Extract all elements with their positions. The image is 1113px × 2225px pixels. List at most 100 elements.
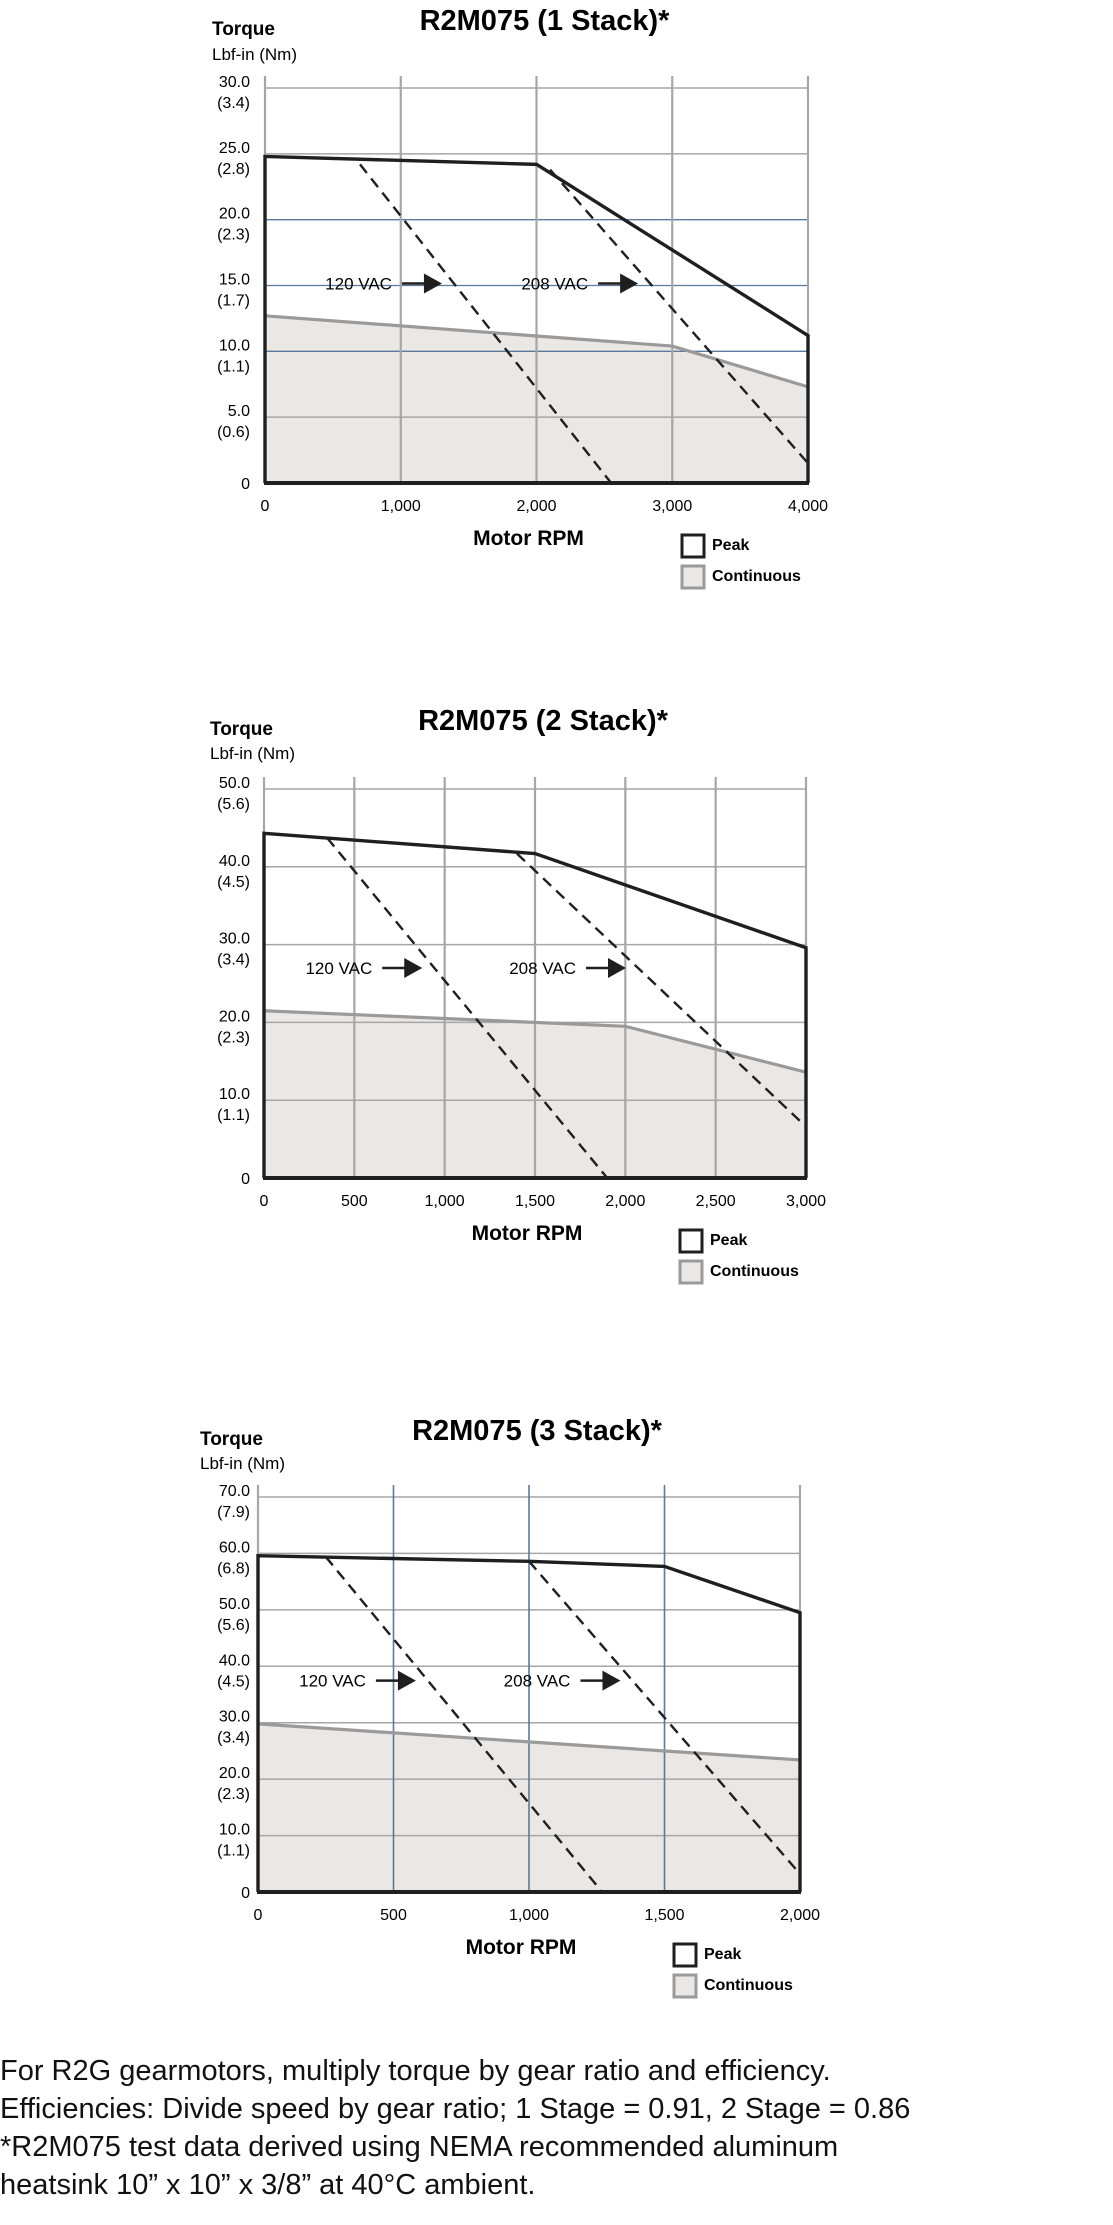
y-tick-label: 30.0	[219, 931, 250, 948]
x-tick-label: 3,000	[652, 498, 692, 515]
x-axis-label: Motor RPM	[472, 1222, 583, 1245]
x-tick-label: 2,000	[780, 1907, 820, 1924]
voltage-label: 208 VAC	[521, 275, 588, 294]
y-tick-label: 15.0	[219, 272, 250, 289]
y-tick-nm: (3.4)	[217, 1730, 250, 1747]
voltage-label: 208 VAC	[509, 959, 576, 978]
legend-swatch-continuous	[680, 564, 706, 590]
y-tick-label: 0	[241, 1171, 250, 1188]
x-tick-label: 0	[261, 498, 270, 515]
x-tick-label: 1,500	[515, 1193, 555, 1210]
series-continuous-line	[257, 1722, 801, 1762]
voltage-line-208	[516, 852, 807, 1128]
y-tick-label: 60.0	[219, 1539, 250, 1556]
y-tick-nm: (7.9)	[217, 1504, 250, 1521]
footnote-efficiencies: Efficiencies: Divide speed by gear ratio…	[0, 2093, 911, 2125]
chart-2-stack: R2M075 (2 Stack)* Torque Lbf-in (Nm) 50.0 (5…	[210, 705, 826, 1285]
footnotes: For R2G gearmotors, multiply torque by g…	[0, 2052, 1113, 2204]
legend-label-peak: Peak	[710, 1232, 747, 1249]
y-tick-label: 20.0	[219, 1765, 250, 1782]
x-tick-label: 1,000	[425, 1193, 465, 1210]
y-tick-label: 0	[241, 476, 250, 493]
y-axis-label: Torque	[200, 1429, 263, 1450]
legend-swatch-peak	[672, 1942, 698, 1968]
x-tick-label: 1,500	[644, 1907, 684, 1924]
y-tick-label: 5.0	[228, 403, 250, 420]
footnote-gear-ratio: For R2G gearmotors, multiply torque by g…	[0, 2055, 831, 2087]
series-continuous-line	[263, 1009, 807, 1074]
y-tick-nm: (5.6)	[217, 1617, 250, 1634]
y-tick-label: 70.0	[219, 1483, 250, 1500]
y-tick-label: 50.0	[219, 775, 250, 792]
y-axis-units: Lbf-in (Nm)	[212, 45, 297, 64]
voltage-label: 120 VAC	[325, 275, 392, 294]
arrow-icon	[423, 273, 442, 294]
y-tick-nm: (1.1)	[217, 1107, 250, 1124]
x-tick-label: 2,000	[516, 498, 556, 515]
y-tick-nm: (3.4)	[217, 95, 250, 112]
x-tick-label: 500	[341, 1193, 368, 1210]
arrow-icon	[404, 957, 423, 978]
x-tick-label: 0	[254, 1907, 263, 1924]
y-tick-nm: (1.1)	[217, 1843, 250, 1860]
voltage-line-208	[528, 1560, 801, 1875]
y-tick-label: 25.0	[219, 140, 250, 157]
chart-3-stack: R2M075 (3 Stack)* Torque Lbf-in (Nm) 70.0 (7…	[200, 1415, 820, 1999]
chart-title: R2M075 (1 Stack)*	[420, 5, 671, 37]
x-tick-label: 1,000	[509, 1907, 549, 1924]
voltage-line-120	[324, 1556, 604, 1893]
footnote-heatsink: heatsink 10” x 10” x 3/8” at 40°C ambien…	[0, 2169, 536, 2201]
y-tick-label: 30.0	[219, 74, 250, 91]
y-axis-units: Lbf-in (Nm)	[200, 1454, 285, 1473]
y-tick-label: 30.0	[219, 1709, 250, 1726]
voltage-line-208	[549, 168, 809, 465]
chart-1-stack: R2M075 (1 Stack)* Torque Lbf-in (Nm) 30.0 (3…	[212, 5, 828, 590]
legend-swatch-peak	[678, 1228, 704, 1254]
y-tick-nm: (0.6)	[217, 424, 250, 441]
x-axis-label: Motor RPM	[466, 1936, 577, 1959]
y-tick-label: 10.0	[219, 1822, 250, 1839]
y-tick-nm: (3.4)	[217, 952, 250, 969]
y-tick-nm: (5.6)	[217, 796, 250, 813]
x-tick-label: 4,000	[788, 498, 828, 515]
legend-label-peak: Peak	[704, 1946, 741, 1963]
x-tick-label: 1,000	[381, 498, 421, 515]
x-tick-label: 3,000	[786, 1193, 826, 1210]
y-tick-label: 10.0	[219, 337, 250, 354]
legend-label-peak: Peak	[712, 537, 749, 554]
y-tick-nm: (1.1)	[217, 358, 250, 375]
y-axis-units: Lbf-in (Nm)	[210, 744, 295, 763]
y-tick-label: 40.0	[219, 1652, 250, 1669]
voltage-line-120	[326, 837, 609, 1179]
series-peak-line	[262, 831, 808, 1178]
y-tick-label: 0	[241, 1885, 250, 1902]
arrow-icon	[602, 1670, 621, 1691]
x-tick-label: 500	[380, 1907, 407, 1924]
voltage-label: 120 VAC	[305, 959, 372, 978]
y-tick-label: 10.0	[219, 1086, 250, 1103]
x-axis-label: Motor RPM	[473, 527, 584, 550]
legend-label-continuous: Continuous	[712, 568, 801, 585]
legend-swatch-peak	[680, 533, 706, 559]
y-tick-label: 20.0	[219, 1008, 250, 1025]
legend-swatch-continuous	[672, 1973, 698, 1999]
arrow-icon	[397, 1670, 416, 1691]
y-tick-nm: (2.3)	[217, 1786, 250, 1803]
chart-title: R2M075 (3 Stack)*	[412, 1415, 663, 1447]
x-tick-label: 0	[260, 1193, 269, 1210]
series-continuous-line	[264, 314, 809, 389]
legend-label-continuous: Continuous	[704, 1977, 793, 1994]
y-tick-label: 50.0	[219, 1596, 250, 1613]
y-tick-label: 40.0	[219, 853, 250, 870]
series-peak-line	[263, 154, 810, 483]
series-peak-line	[256, 1553, 802, 1892]
y-axis-label: Torque	[212, 19, 275, 40]
y-tick-nm: (2.8)	[217, 161, 250, 178]
y-tick-nm: (1.7)	[217, 293, 250, 310]
y-tick-label: 20.0	[219, 206, 250, 223]
voltage-label: 120 VAC	[299, 1672, 366, 1691]
footnote-test-data: *R2M075 test data derived using NEMA rec…	[0, 2131, 839, 2163]
y-tick-nm: (4.5)	[217, 874, 250, 891]
y-tick-nm: (6.8)	[217, 1560, 250, 1577]
y-axis-label: Torque	[210, 719, 273, 740]
